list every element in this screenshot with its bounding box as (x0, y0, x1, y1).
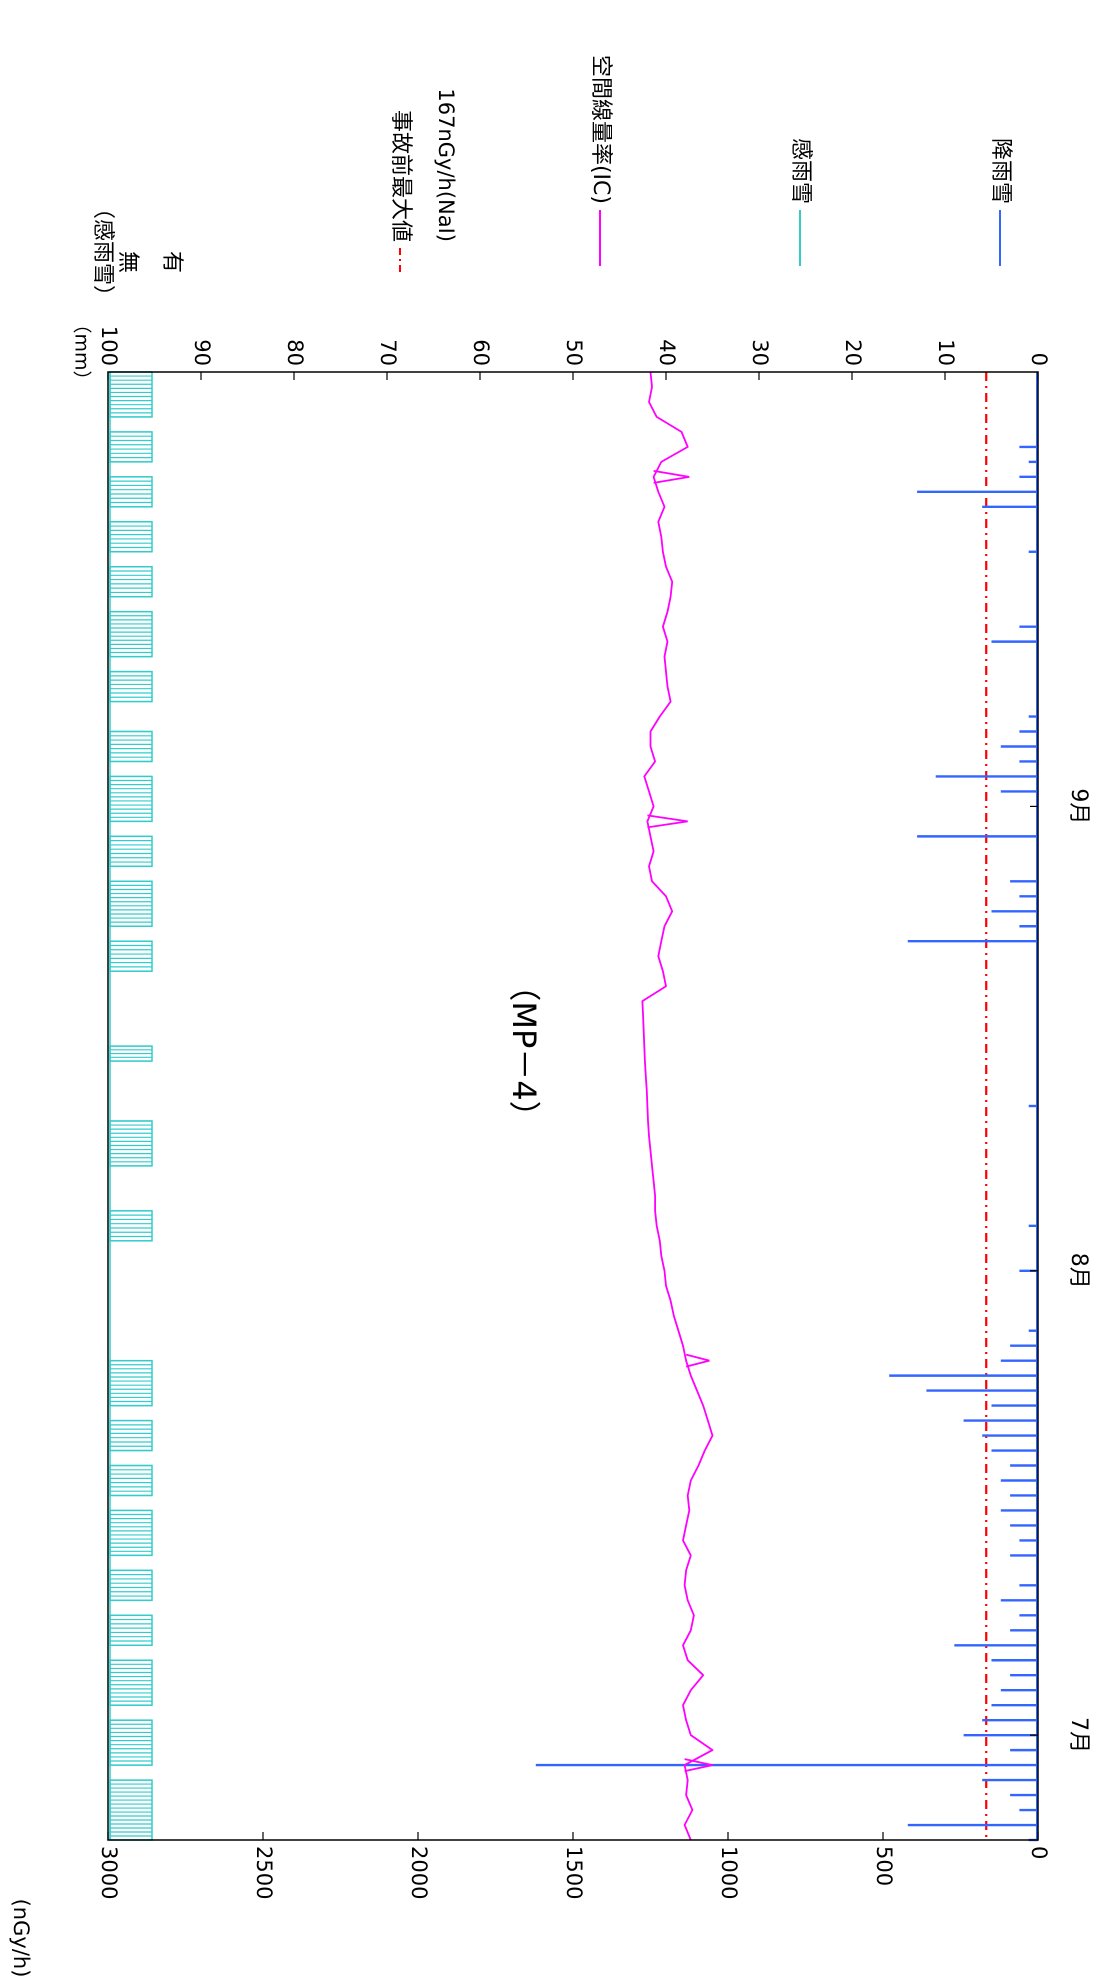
y-left-tick-label-0: 0 (1027, 1846, 1051, 1859)
y-right-tick-label-3: 30 (748, 339, 772, 366)
y-right-tick-label-10: 100 (97, 326, 121, 366)
rain-sense-period-1 (109, 1719, 153, 1766)
y-right-tick-label-4: 40 (655, 339, 679, 366)
rain-sense-period-23 (109, 371, 153, 418)
legend-item-rain-sense: 感雨雪 (788, 138, 813, 266)
y-right-tick-label-1: 10 (934, 339, 958, 366)
y-right-tick-label-9: 90 (190, 339, 214, 366)
rain-sense-period-0 (109, 1779, 153, 1841)
y-right-tick-label-5: 50 (562, 339, 586, 366)
legend-item-dose-rate: 空間線量率(IC) (588, 55, 613, 266)
legend-item-pre-accident-max: 事故前最大値 167nGy/h(NaI) (388, 88, 458, 272)
y-right-tick-label-0: 0 (1027, 353, 1051, 366)
legend-label-pre-accident-max: 事故前最大値 (388, 110, 413, 242)
dose-rate-spike-2 (647, 814, 688, 829)
dose-rate-spike-3 (653, 469, 690, 484)
x-month-label-0: 7月 (1066, 1717, 1091, 1753)
y-left-tick-label-1: 500 (872, 1846, 896, 1886)
rain-sense-period-10 (109, 1120, 153, 1167)
dose-rate-spike-1 (685, 1353, 710, 1368)
legend-sublabel-nai: 167nGy/h(NaI) (434, 88, 458, 242)
rain-sense-level-present: 有 (159, 251, 184, 273)
legend-label-dose-rate: 空間線量率(IC) (588, 55, 613, 204)
y-left-tick-label-3: 1500 (562, 1846, 586, 1899)
rain-sense-period-15 (109, 775, 153, 823)
dose-rate-line (641, 371, 714, 1841)
chart-title: （MP－4） (505, 969, 543, 1132)
x-month-label-1: 8月 (1066, 1253, 1091, 1289)
legend-label-rain-sense: 感雨雪 (788, 138, 813, 204)
y-right-axis-label: （mm） (71, 314, 93, 389)
rain-sense-axis-label: （感雨雪） (90, 197, 115, 307)
y-left-tick-label-4: 2000 (407, 1846, 431, 1899)
legend-item-precipitation: 降雨雪 (988, 138, 1013, 266)
plot-frame (107, 371, 1039, 1841)
y-left-tick-label-2: 1000 (717, 1846, 741, 1899)
rain-sense-level-none: 無 (115, 251, 140, 273)
y-right-tick-label-7: 70 (376, 339, 400, 366)
dose-rate-spike-0 (684, 1758, 713, 1772)
y-left-tick-label-6: 3000 (97, 1846, 121, 1899)
legend-label-precipitation: 降雨雪 (988, 138, 1013, 204)
legend: 事故前最大値 167nGy/h(NaI) 空間線量率(IC) 感雨雪 降雨雪 (388, 55, 1013, 272)
rain-sense-period-5 (109, 1509, 153, 1557)
y-right-tick-label-8: 80 (283, 339, 307, 366)
y-left-axis-label: (nGy/h) (9, 1899, 33, 1978)
rain-sense-period-8 (109, 1359, 153, 1407)
rain-sense-period-13 (109, 880, 153, 927)
rain-sense-period-18 (109, 610, 153, 658)
plot-layer (109, 371, 1038, 1842)
rain-sense-period-2 (109, 1659, 153, 1706)
ticks-layer: 0 500 1000 1500 2000 2500 3000 0 10 20 30 40 50 60 70 8… (97, 326, 1091, 1900)
x-month-label-2: 9月 (1066, 788, 1091, 824)
y-right-tick-label-2: 20 (841, 339, 865, 366)
y-left-tick-label-5: 2500 (252, 1846, 276, 1899)
y-right-tick-label-6: 60 (469, 339, 493, 366)
